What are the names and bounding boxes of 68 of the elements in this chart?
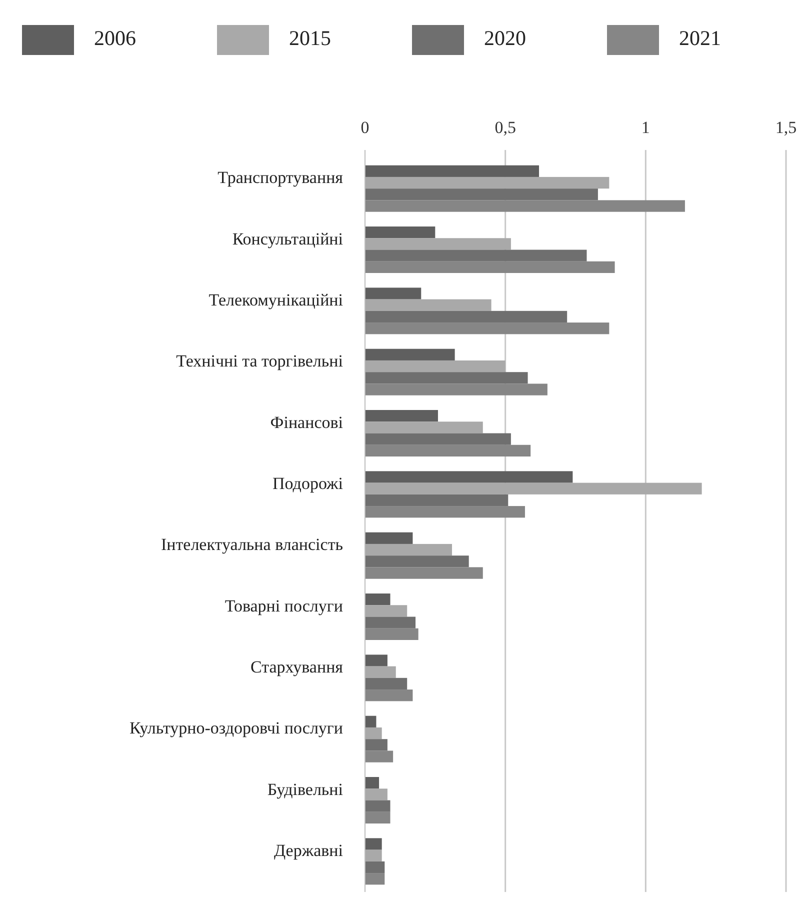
bar [365, 288, 422, 300]
bar [365, 594, 390, 606]
bar [365, 716, 376, 728]
bar [365, 788, 388, 800]
bar [365, 628, 418, 640]
bar [365, 422, 483, 434]
x-tick-label: 1,5 [775, 118, 797, 137]
bar [365, 250, 587, 262]
bar [365, 360, 506, 372]
bar [365, 261, 615, 273]
y-tick-label: Культурно-оздоровчі послуги [130, 718, 343, 738]
bar [365, 188, 598, 200]
bar [365, 226, 436, 238]
x-tick-label: 0,5 [494, 118, 516, 137]
bar [365, 176, 610, 189]
bar [365, 556, 469, 568]
y-tick-label: Державні [274, 841, 344, 860]
bar [365, 727, 382, 740]
y-tick-label: Інтелектуальна влансість [160, 535, 344, 554]
bar [365, 410, 438, 422]
x-tick-label: 1 [641, 118, 650, 137]
y-tick-label: Телекомунікаційні [208, 290, 344, 310]
bar [365, 471, 573, 483]
bar [365, 482, 702, 494]
bar [365, 800, 390, 812]
bar [365, 299, 492, 311]
bar [365, 750, 394, 762]
bar [365, 310, 568, 323]
bar [365, 666, 396, 678]
x-tick-label: 0 [360, 118, 370, 137]
bar [365, 165, 540, 177]
bar [365, 238, 511, 250]
legend-label: 2021 [679, 26, 721, 50]
y-tick-label: Консультаційні [232, 229, 344, 248]
bar [365, 690, 413, 702]
bar [365, 777, 380, 789]
bar [365, 384, 548, 396]
y-tick-label: Фінансові [270, 412, 344, 432]
y-tick-label: Транспортування [218, 168, 344, 188]
bar [365, 200, 685, 212]
bar [365, 678, 408, 690]
y-tick-label: Товарні послуги [224, 596, 343, 616]
bar [365, 372, 528, 384]
y-tick-label: Технічні та торгівельні [176, 352, 344, 371]
y-tick-label: Стархування [250, 658, 344, 677]
bar [365, 532, 413, 544]
bar [365, 544, 452, 556]
bar [365, 444, 531, 456]
legend-label: 2015 [289, 26, 331, 50]
bar [365, 838, 382, 850]
bar [365, 322, 610, 334]
bar [365, 494, 508, 506]
bar [365, 850, 382, 862]
legend-label: 2020 [484, 26, 526, 50]
bar [365, 861, 385, 874]
bar [365, 605, 408, 617]
bar [365, 873, 385, 885]
bar [365, 616, 416, 628]
y-tick-label: Подорожі [272, 474, 344, 494]
bar [365, 506, 525, 518]
bar [365, 433, 511, 445]
bar [365, 812, 390, 824]
bar [365, 739, 388, 751]
bar [365, 348, 455, 360]
legend-label: 2006 [94, 26, 136, 50]
bar [365, 654, 388, 666]
bar [365, 567, 483, 579]
y-tick-label: Будівельні [267, 780, 344, 799]
